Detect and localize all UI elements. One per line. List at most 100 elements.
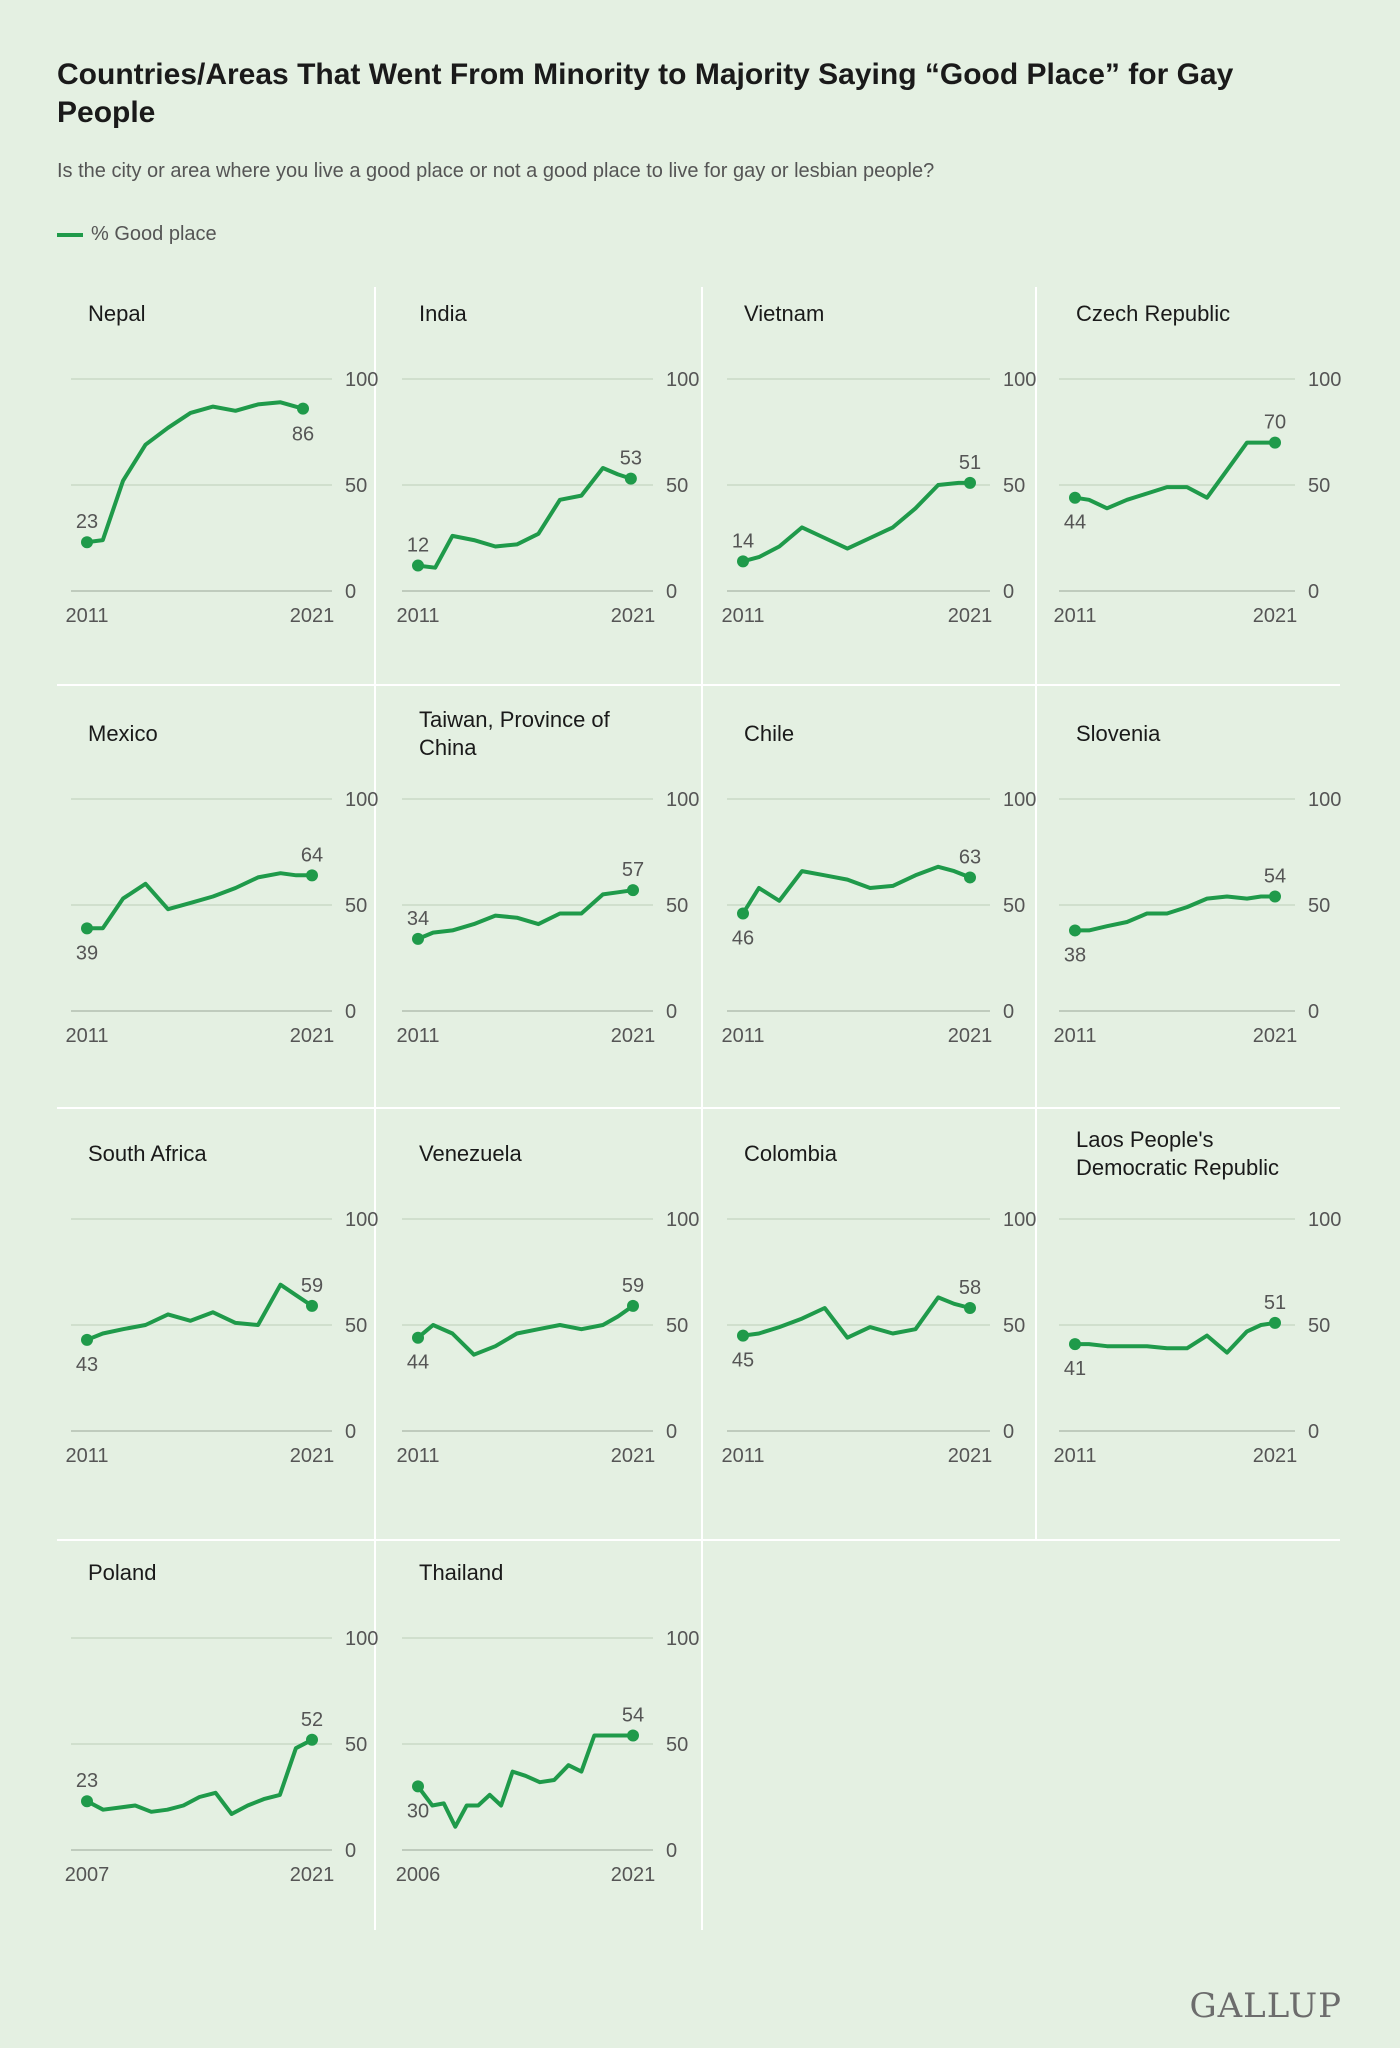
last-value-label: 64: [301, 844, 323, 866]
chart-title: Laos People's: [1076, 1127, 1214, 1152]
x-tick-label: 2011: [1053, 1445, 1096, 1467]
x-tick-label: 2021: [611, 1864, 656, 1886]
x-tick-label: 2011: [65, 605, 108, 627]
series-line: [416, 1303, 635, 1357]
y-tick-label: 0: [666, 1840, 677, 1862]
legend-label: % Good place: [91, 223, 217, 245]
y-tick-label: 100: [666, 789, 699, 811]
chart-title: Venezuela: [419, 1141, 523, 1166]
last-point: [1269, 1316, 1281, 1329]
y-tick-label: 50: [1308, 475, 1330, 497]
last-point: [964, 1302, 976, 1315]
last-point: [297, 402, 309, 415]
y-tick-label: 100: [1308, 369, 1341, 391]
chart-title: Colombia: [744, 1141, 838, 1166]
y-tick-label: 50: [345, 895, 367, 917]
y-tick-label: 50: [666, 475, 688, 497]
x-tick-label: 2011: [396, 605, 439, 627]
x-tick-label: 2021: [948, 1445, 993, 1467]
chart-title: Mexico: [88, 721, 158, 746]
last-value-label: 63: [959, 846, 981, 868]
series-line: [85, 1737, 314, 1816]
first-point: [1069, 924, 1081, 937]
y-tick-label: 0: [1003, 1421, 1014, 1443]
series-line: [741, 480, 972, 564]
y-tick-label: 50: [345, 1315, 367, 1337]
y-tick-label: 0: [1308, 1421, 1319, 1443]
x-tick-label: 2011: [1053, 605, 1096, 627]
last-value-label: 70: [1264, 412, 1286, 434]
first-point: [81, 536, 93, 549]
first-point: [81, 922, 93, 935]
series-line: [741, 1295, 972, 1340]
last-point: [306, 1733, 318, 1746]
chart-title: Nepal: [88, 301, 145, 326]
x-tick-label: 2021: [948, 605, 993, 627]
gallup-logo: GALLUP: [1189, 1986, 1342, 2026]
chart-title: Chile: [744, 721, 794, 746]
chart-title: Democratic Republic: [1076, 1155, 1279, 1180]
series-line: [1073, 440, 1277, 511]
y-tick-label: 100: [1003, 789, 1036, 811]
first-point: [737, 907, 749, 920]
first-point: [737, 1329, 749, 1342]
chart-title: Taiwan, Province of: [419, 707, 611, 732]
first-value-label: 43: [76, 1354, 98, 1376]
first-point: [81, 1795, 93, 1808]
x-tick-label: 2021: [1253, 1025, 1298, 1047]
chart-title: Czech Republic: [1076, 301, 1230, 326]
y-tick-label: 0: [1308, 1001, 1319, 1023]
page-title: Countries/Areas That Went From Minority …: [57, 58, 1234, 129]
y-tick-label: 100: [345, 789, 378, 811]
last-value-label: 57: [622, 859, 644, 881]
y-tick-label: 0: [1003, 581, 1014, 603]
y-tick-label: 0: [1308, 581, 1319, 603]
y-tick-label: 50: [1003, 1315, 1025, 1337]
last-point: [627, 884, 639, 897]
last-point: [306, 869, 318, 882]
legend-line-swatch: [57, 232, 83, 237]
x-tick-label: 2021: [1253, 605, 1298, 627]
y-tick-label: 50: [1003, 475, 1025, 497]
chart-title: India: [419, 301, 467, 326]
chart-title: Vietnam: [744, 301, 824, 326]
y-tick-label: 50: [666, 895, 688, 917]
y-tick-label: 100: [666, 1209, 699, 1231]
x-tick-label: 2011: [396, 1445, 439, 1467]
x-tick-label: 2021: [611, 605, 656, 627]
last-value-label: 54: [622, 1705, 644, 1727]
first-value-label: 44: [1064, 512, 1086, 534]
last-point: [964, 871, 976, 884]
series-line: [1073, 1320, 1277, 1355]
x-tick-label: 2021: [948, 1025, 993, 1047]
x-tick-label: 2011: [1053, 1025, 1096, 1047]
y-tick-label: 50: [666, 1315, 688, 1337]
y-tick-label: 100: [1003, 369, 1036, 391]
x-tick-label: 2007: [65, 1864, 110, 1886]
x-tick-label: 2021: [1253, 1445, 1298, 1467]
x-tick-label: 2021: [611, 1025, 656, 1047]
x-tick-label: 2021: [290, 1025, 335, 1047]
last-point: [306, 1299, 318, 1312]
first-point: [737, 555, 749, 568]
last-value-label: 53: [620, 448, 642, 470]
y-tick-label: 50: [345, 475, 367, 497]
x-tick-label: 2021: [611, 1445, 656, 1467]
series-line: [85, 871, 314, 931]
last-value-label: 59: [301, 1275, 323, 1297]
first-point: [412, 1331, 424, 1344]
chart-title: Thailand: [419, 1560, 503, 1585]
first-point: [412, 932, 424, 945]
chart-title: Slovenia: [1076, 721, 1161, 746]
y-tick-label: 50: [666, 1734, 688, 1756]
series-line: [416, 1733, 635, 1829]
y-tick-label: 0: [345, 1840, 356, 1862]
y-tick-label: 50: [1003, 895, 1025, 917]
last-value-label: 51: [1264, 1292, 1286, 1314]
chart-title: Poland: [88, 1560, 157, 1585]
y-tick-label: 0: [345, 1421, 356, 1443]
last-value-label: 54: [1264, 866, 1286, 888]
first-value-label: 46: [732, 927, 754, 949]
series-line: [741, 864, 972, 916]
